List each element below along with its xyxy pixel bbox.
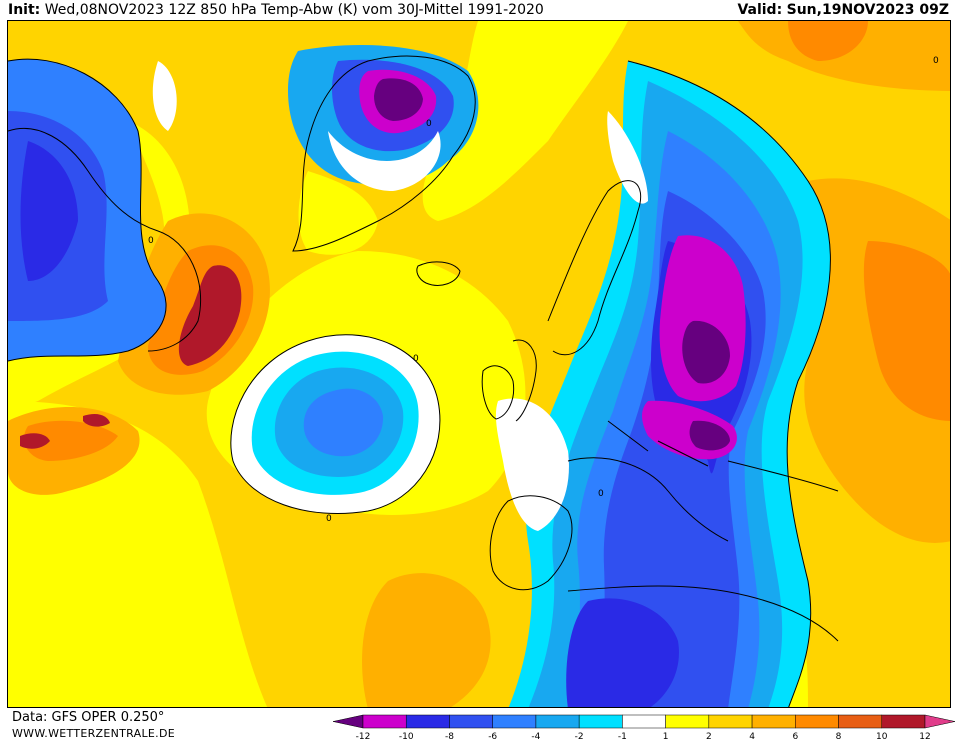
anomaly-greenland-cold xyxy=(288,45,479,255)
iceland-coast xyxy=(416,261,461,286)
legend-arrow-low xyxy=(333,714,364,729)
zero-contours xyxy=(8,58,831,707)
contour-label: 0 xyxy=(148,236,154,246)
anomaly-atlantic-cold xyxy=(230,334,440,514)
contour-label: 0 xyxy=(426,119,432,129)
legend-tick-label: 4 xyxy=(749,732,755,741)
contour-label: 0 xyxy=(933,56,939,66)
legend-tick-label: -8 xyxy=(445,732,454,741)
legend-tick-label: -2 xyxy=(575,732,584,741)
legend-swatch xyxy=(708,714,753,729)
anomaly-europe-cold xyxy=(508,61,831,707)
map-header: Init: Wed,08NOV2023 12Z 850 hPa Temp-Abw… xyxy=(0,0,959,20)
legend-tick-label: -4 xyxy=(531,732,540,741)
legend-swatch xyxy=(838,714,883,729)
contour-label: 0 xyxy=(413,354,419,364)
scandinavia-coast xyxy=(547,180,642,356)
legend-tick-label: -1 xyxy=(618,732,627,741)
legend-tick-label: 2 xyxy=(706,732,712,741)
legend-swatch xyxy=(665,714,710,729)
greenland-coast xyxy=(292,55,476,252)
anomaly-plus8 xyxy=(24,21,950,461)
legend-bar xyxy=(333,714,956,729)
legend-swatch xyxy=(362,714,407,729)
init-value: Wed,08NOV2023 12Z xyxy=(44,2,196,18)
map-canvas: 0 0 0 0 0 0 xyxy=(8,21,950,707)
canada-coast xyxy=(8,127,202,352)
legend-swatch xyxy=(622,714,666,729)
contour-label: 0 xyxy=(598,489,604,499)
temperature-anomaly-map: 0 0 0 0 0 0 xyxy=(7,20,951,708)
legend-swatch xyxy=(881,714,926,729)
balkans-coast xyxy=(607,420,839,492)
legend-swatch xyxy=(578,714,623,729)
legend-tick-label: 6 xyxy=(792,732,798,741)
legend-tick-label: 1 xyxy=(663,732,669,741)
anomaly-neutral xyxy=(152,61,648,531)
iberia-coast xyxy=(489,495,573,591)
legend-tick-label: -6 xyxy=(488,732,497,741)
contour-label: 0 xyxy=(326,514,332,524)
legend-tick-label: 10 xyxy=(876,732,888,741)
legend-tick-label: -10 xyxy=(399,732,414,741)
legend-swatch xyxy=(492,714,537,729)
legend-swatch xyxy=(449,714,493,729)
contour-labels: 0 0 0 0 0 0 xyxy=(148,56,939,524)
legend-arrow-high xyxy=(924,714,956,729)
init-time: Init: Wed,08NOV2023 12Z 850 hPa Temp-Abw… xyxy=(8,2,544,18)
map-description: 850 hPa Temp-Abw (K) vom 30J-Mittel 1991… xyxy=(200,2,544,18)
legend-tick-label: -12 xyxy=(356,732,371,741)
legend-swatch xyxy=(535,714,580,729)
legend-swatch xyxy=(795,714,839,729)
legend-swatch xyxy=(751,714,796,729)
legend-tick-label: 8 xyxy=(836,732,842,741)
color-legend: -12 -10 -8 -6 -4 -2 -1 1 2 4 6 8 10 12 xyxy=(333,714,956,741)
valid-time: Valid: Sun,19NOV2023 09Z xyxy=(737,2,949,18)
anomaly-plus10 xyxy=(20,265,242,449)
site-url: WWW.WETTERZENTRALE.DE xyxy=(12,727,175,740)
valid-value: Sun,19NOV2023 09Z xyxy=(786,2,949,18)
coastlines xyxy=(8,55,839,642)
legend-tick-label: 12 xyxy=(919,732,930,741)
mediterranean-coast xyxy=(567,457,839,642)
legend-ticks: -12 -10 -8 -6 -4 -2 -1 1 2 4 6 8 10 12 xyxy=(356,732,931,741)
data-source: Data: GFS OPER 0.250° xyxy=(12,710,165,725)
legend-swatch xyxy=(405,714,450,729)
map-footer: Data: GFS OPER 0.250° WWW.WETTERZENTRALE… xyxy=(0,708,959,741)
british-isles-coast xyxy=(481,339,537,422)
